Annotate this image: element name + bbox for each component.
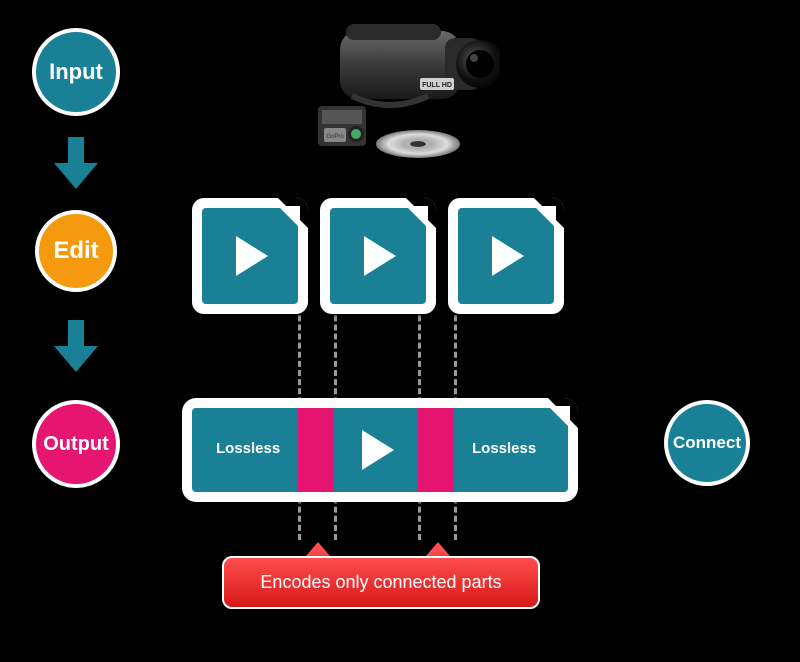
callout-arrow-icon — [426, 542, 450, 556]
camcorder-illustration: FULL HD GoPro — [300, 6, 500, 171]
stage-output: Output — [32, 400, 120, 488]
stage-edit: Edit — [35, 210, 117, 292]
encoded-segment — [418, 408, 454, 492]
arrow-down-icon — [50, 318, 102, 376]
stage-edit-label: Edit — [53, 237, 98, 265]
callout-text: Encodes only connected parts — [260, 572, 501, 592]
clip-file — [448, 198, 564, 314]
lossless-label-right: Lossless — [472, 440, 536, 457]
stage-connect: Connect — [664, 400, 750, 486]
clip-file — [192, 198, 308, 314]
svg-text:FULL HD: FULL HD — [422, 82, 452, 89]
arrow-down-icon — [50, 135, 102, 193]
svg-text:GoPro: GoPro — [326, 134, 344, 140]
stage-input-label: Input — [49, 59, 103, 85]
output-file: Lossless Lossless — [182, 398, 578, 502]
play-icon — [492, 236, 524, 276]
callout-arrow-icon — [306, 542, 330, 556]
stage-input: Input — [32, 28, 120, 116]
stage-output-label: Output — [43, 433, 109, 456]
play-icon — [362, 430, 394, 470]
lossless-label-left: Lossless — [216, 440, 280, 457]
play-icon — [364, 236, 396, 276]
stage-connect-label: Connect — [673, 433, 741, 453]
clip-file — [320, 198, 436, 314]
play-icon — [236, 236, 268, 276]
encoded-segment — [298, 408, 334, 492]
callout-encodes: Encodes only connected parts — [222, 556, 540, 609]
